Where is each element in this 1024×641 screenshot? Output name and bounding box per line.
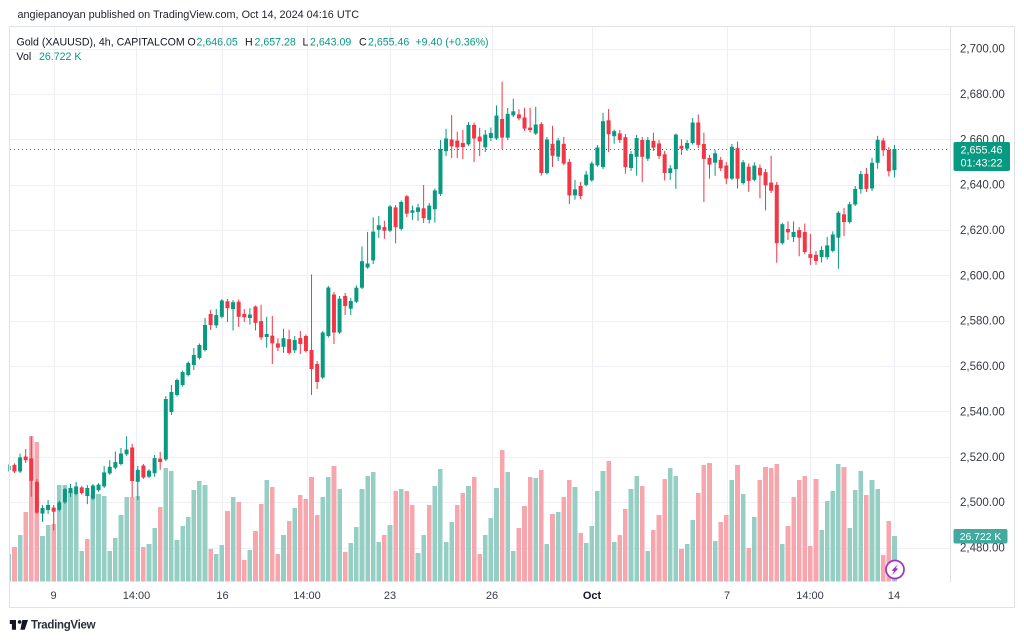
svg-text:14:00: 14:00: [123, 590, 151, 602]
svg-text:Gold (XAUUSD), 4h, CAPITALCOM: Gold (XAUUSD), 4h, CAPITALCOM: [17, 37, 185, 49]
svg-text:2,680.00: 2,680.00: [960, 89, 1005, 101]
svg-text:2,640.00: 2,640.00: [960, 180, 1005, 192]
svg-text:26.722 K: 26.722 K: [960, 532, 1002, 543]
svg-text:9: 9: [50, 590, 56, 602]
svg-text:Vol: Vol: [17, 51, 32, 63]
svg-text:Oct: Oct: [583, 590, 602, 602]
svg-text:2,700.00: 2,700.00: [960, 44, 1005, 56]
svg-text:2,580.00: 2,580.00: [960, 316, 1005, 328]
svg-text:2,655.46: 2,655.46: [368, 37, 409, 49]
svg-text:H: H: [245, 37, 253, 49]
svg-text:2,655.46: 2,655.46: [960, 145, 1002, 157]
svg-text:2,560.00: 2,560.00: [960, 361, 1005, 373]
svg-text:2,646.05: 2,646.05: [197, 37, 238, 49]
svg-text:2,643.09: 2,643.09: [310, 37, 351, 49]
svg-text:TradingView: TradingView: [31, 619, 96, 631]
svg-text:16: 16: [216, 590, 228, 602]
svg-text:2,600.00: 2,600.00: [960, 270, 1005, 282]
svg-text:2,480.00: 2,480.00: [960, 543, 1005, 555]
svg-text:C: C: [359, 37, 367, 49]
svg-text:2,500.00: 2,500.00: [960, 497, 1005, 509]
svg-text:01:43:22: 01:43:22: [960, 158, 1002, 170]
svg-text:14: 14: [888, 590, 900, 602]
svg-text:angiepanoyan published on Trad: angiepanoyan published on TradingView.co…: [18, 9, 360, 21]
svg-text:14:00: 14:00: [293, 590, 321, 602]
svg-text:2,540.00: 2,540.00: [960, 406, 1005, 418]
svg-text:O: O: [188, 37, 196, 49]
svg-text:+9.40 (+0.36%): +9.40 (+0.36%): [416, 37, 489, 49]
svg-text:26: 26: [486, 590, 498, 602]
svg-text:26.722 K: 26.722 K: [39, 51, 81, 63]
svg-text:7: 7: [724, 590, 730, 602]
svg-text:2,657.28: 2,657.28: [255, 37, 296, 49]
svg-text:23: 23: [384, 590, 396, 602]
svg-text:2,520.00: 2,520.00: [960, 452, 1005, 464]
svg-text:14:00: 14:00: [796, 590, 824, 602]
svg-text:L: L: [303, 37, 309, 49]
svg-text:2,620.00: 2,620.00: [960, 225, 1005, 237]
